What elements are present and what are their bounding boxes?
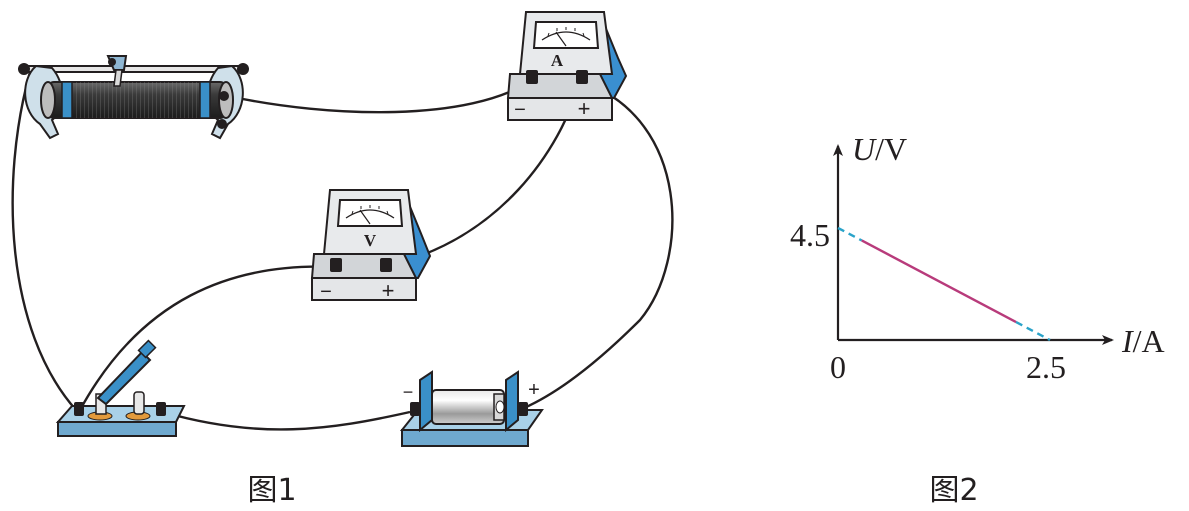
battery-minus-sign: − [403,382,414,402]
x-axis-label-symbol: I [1121,323,1134,359]
wire-switch-to-battery [162,410,411,431]
wire-voltmeter-to-switch [78,265,337,411]
rheostat [18,55,249,140]
y-axis-label: U/V [852,131,907,167]
x-axis-label: I/A [1121,323,1165,359]
chart-line-segment-2-solid [861,239,1017,324]
figure1-caption: 图1 [247,473,296,508]
y-axis-label-unit: /V [875,131,907,167]
wire-rheostat-to-switch [11,71,77,411]
ammeter: A − + [506,11,628,121]
battery-plus-sign: + [528,379,540,401]
voltmeter: V − + [310,189,432,303]
knife-switch [55,339,186,437]
y-axis-label-symbol: U [852,131,877,167]
voltmeter-letter: V [364,231,377,250]
chart-lines [837,226,1051,342]
figure2-caption: 图2 [929,473,978,508]
x-axis-label-unit: /A [1133,323,1165,359]
origin-label: 0 [830,349,846,385]
chart-line-segment-1-dashed [837,226,863,242]
voltmeter-minus-sign: − [320,281,332,303]
wire-rheostat-to-ammeter [227,79,533,114]
battery: − + [399,370,544,447]
y-tick-label: 4.5 [790,217,830,253]
chart-line-segment-3-dashed [1015,321,1051,342]
wire-ammeter-to-battery [523,80,674,410]
x-tick-label: 2.5 [1026,349,1066,385]
ammeter-letter: A [551,51,564,70]
ammeter-plus-sign: + [578,96,591,121]
ui-graph: U/V I/A 4.5 0 2.5 图2 [790,131,1165,508]
circuit-figure: A − + V − + [11,11,674,508]
ammeter-minus-sign: − [514,99,526,121]
voltmeter-plus-sign: + [382,278,395,303]
